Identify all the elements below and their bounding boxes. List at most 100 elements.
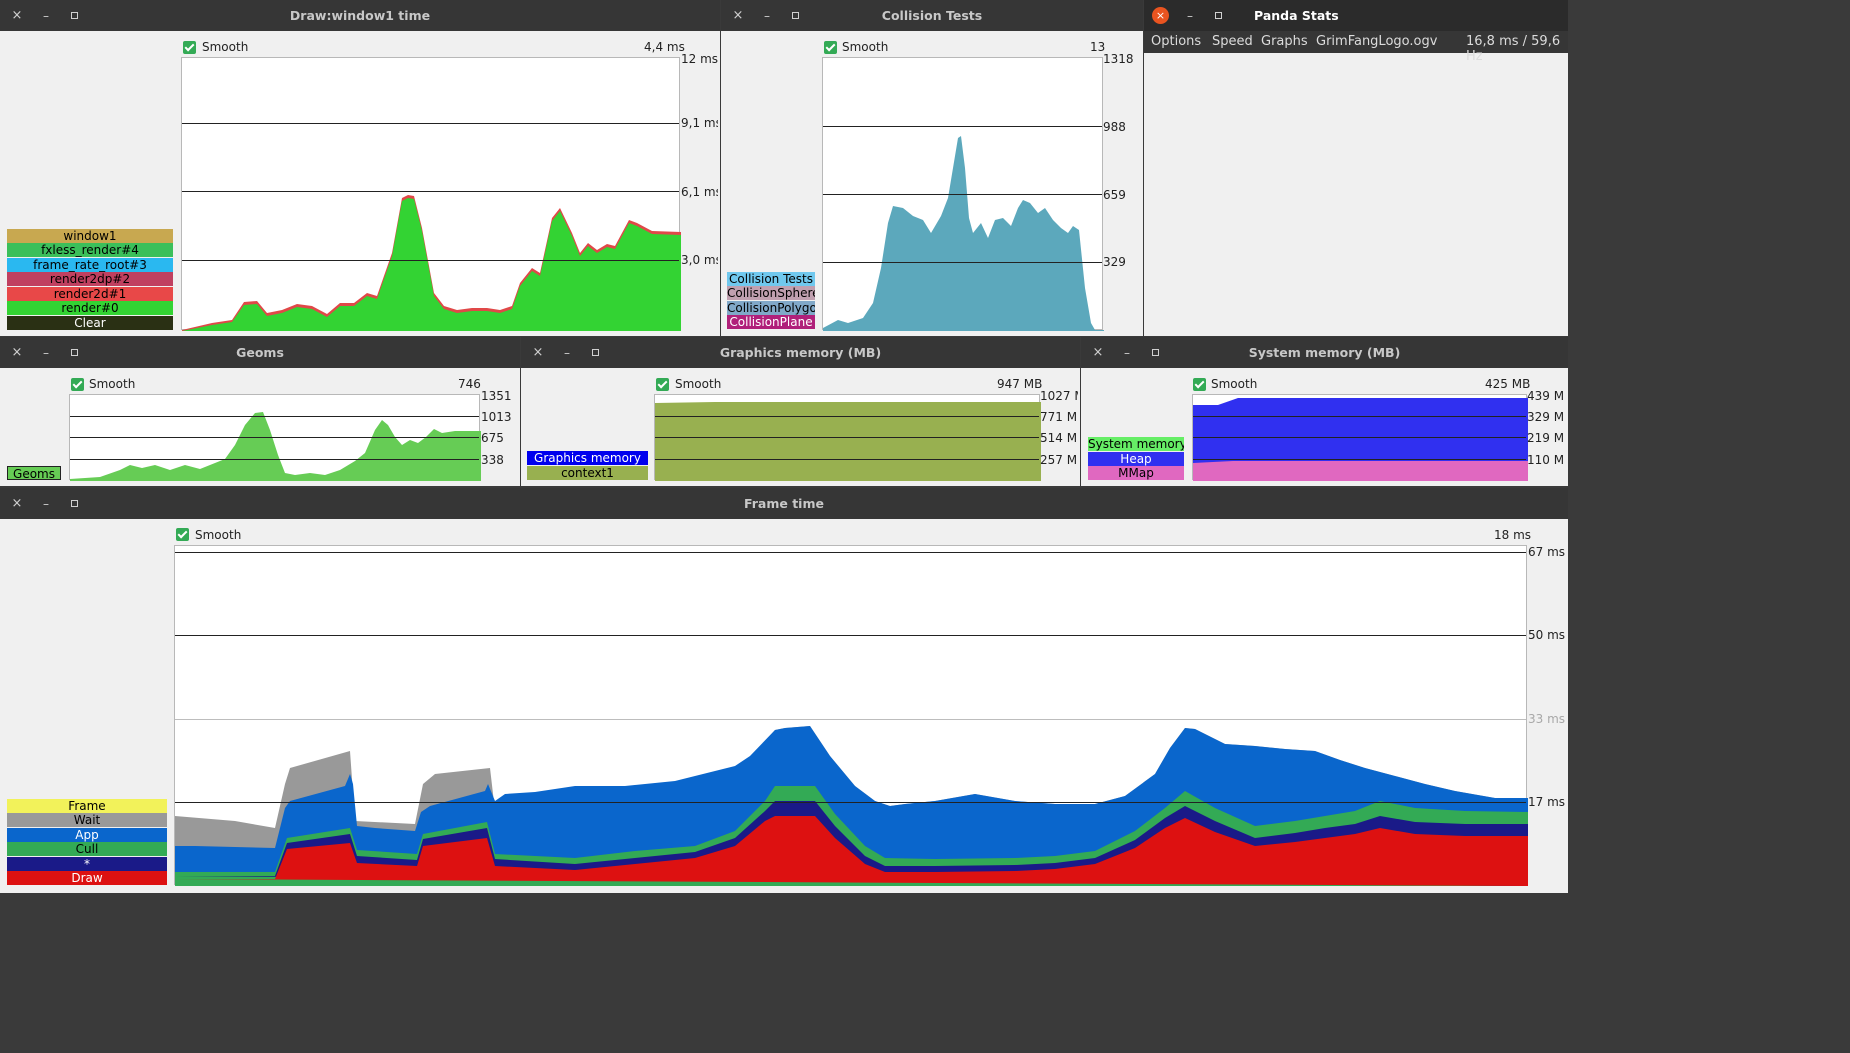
axis-label: 988 bbox=[1103, 120, 1126, 134]
smooth-label: Smooth bbox=[89, 377, 136, 391]
menu-video[interactable]: GrimFangLogo.ogv bbox=[1316, 34, 1438, 49]
grid-line bbox=[1193, 437, 1526, 438]
close-icon[interactable]: × bbox=[11, 496, 23, 511]
window-title: Frame time bbox=[744, 496, 824, 511]
smooth-label: Smooth bbox=[1211, 377, 1258, 391]
legend-item-render[interactable]: render#0 bbox=[7, 301, 173, 315]
menu-speed[interactable]: Speed bbox=[1212, 34, 1253, 49]
close-icon[interactable]: × bbox=[732, 8, 744, 23]
smooth-checkbox[interactable] bbox=[656, 378, 669, 391]
close-icon[interactable]: × bbox=[11, 8, 23, 23]
axis-label: 17 ms bbox=[1528, 795, 1566, 809]
close-icon[interactable]: × bbox=[532, 345, 544, 360]
legend-item-graphics-memory[interactable]: Graphics memory bbox=[527, 451, 648, 465]
axis-label: 219 M bbox=[1527, 431, 1565, 445]
close-icon[interactable]: × bbox=[1092, 345, 1104, 360]
legend-item-render2d[interactable]: render2d#1 bbox=[7, 287, 173, 301]
smooth-checkbox[interactable] bbox=[71, 378, 84, 391]
legend-item-window1[interactable]: window1 bbox=[7, 229, 173, 243]
legend-item-collision-plane[interactable]: CollisionPlane bbox=[727, 315, 815, 329]
legend-item-clear[interactable]: Clear bbox=[7, 316, 173, 330]
grid-line bbox=[655, 416, 1039, 417]
legend-item-other[interactable]: * bbox=[7, 857, 167, 871]
axis-label: 659 bbox=[1103, 188, 1126, 202]
maximize-icon[interactable] bbox=[1145, 343, 1165, 363]
title-bar[interactable]: × – System memory (MB) bbox=[1081, 337, 1568, 368]
geoms-graph: × – Geoms Geoms Smooth 746 1351 1013 675… bbox=[0, 337, 520, 486]
maximize-icon[interactable] bbox=[785, 6, 805, 26]
legend-item-context1[interactable]: context1 bbox=[527, 466, 648, 480]
title-bar[interactable]: × – Draw:window1 time bbox=[0, 0, 720, 31]
axis-label: 12 ms bbox=[681, 52, 718, 66]
grid-line bbox=[182, 260, 679, 261]
minimize-icon[interactable]: – bbox=[43, 9, 49, 23]
minimize-icon[interactable]: – bbox=[1124, 346, 1130, 360]
legend-item-cull[interactable]: Cull bbox=[7, 842, 167, 856]
legend-item-collision-polygon[interactable]: CollisionPolygon bbox=[727, 301, 815, 315]
window-title: Geoms bbox=[236, 345, 284, 360]
current-value: 746 bbox=[458, 377, 481, 391]
maximize-icon[interactable] bbox=[64, 6, 84, 26]
grid-line bbox=[175, 552, 1526, 553]
smooth-checkbox[interactable] bbox=[183, 41, 196, 54]
smooth-checkbox[interactable] bbox=[824, 41, 837, 54]
grid-line bbox=[70, 416, 479, 417]
legend-item-app[interactable]: App bbox=[7, 828, 167, 842]
plot-area bbox=[69, 394, 481, 481]
axis-label: 439 M bbox=[1527, 389, 1565, 403]
legend-item-fxless-render[interactable]: fxless_render#4 bbox=[7, 243, 173, 257]
grid-line bbox=[175, 635, 1526, 636]
legend-item-frame-rate-root[interactable]: frame_rate_root#3 bbox=[7, 258, 173, 272]
legend-item-heap[interactable]: Heap bbox=[1088, 452, 1184, 466]
minimize-icon[interactable]: – bbox=[564, 346, 570, 360]
title-bar[interactable]: × – Geoms bbox=[0, 337, 520, 368]
legend-item-mmap[interactable]: MMap bbox=[1088, 466, 1184, 480]
close-icon[interactable]: × bbox=[1152, 7, 1169, 24]
title-bar[interactable]: × – Collision Tests bbox=[721, 0, 1143, 31]
axis-label: 1013 bbox=[481, 410, 512, 424]
title-bar[interactable]: × – Graphics memory (MB) bbox=[521, 337, 1080, 368]
minimize-icon[interactable]: – bbox=[43, 497, 49, 511]
axis-label: 257 M bbox=[1040, 453, 1078, 467]
legend-item-render2dp[interactable]: render2dp#2 bbox=[7, 272, 173, 286]
minimize-icon[interactable]: – bbox=[1187, 9, 1193, 23]
plot-area bbox=[1192, 394, 1528, 481]
maximize-icon[interactable] bbox=[64, 494, 84, 514]
grid-line bbox=[182, 191, 679, 192]
window-title: Panda Stats bbox=[1254, 8, 1339, 23]
menu-graphs[interactable]: Graphs bbox=[1261, 34, 1308, 49]
grid-line bbox=[823, 194, 1102, 195]
maximize-icon[interactable] bbox=[1208, 6, 1228, 26]
plot-area bbox=[181, 57, 681, 331]
maximize-icon[interactable] bbox=[585, 343, 605, 363]
current-value: 947 MB bbox=[997, 377, 1043, 391]
axis-label: 1318 bbox=[1103, 52, 1134, 66]
title-bar[interactable]: × – Panda Stats bbox=[1144, 0, 1568, 31]
axis-label: 67 ms bbox=[1528, 545, 1566, 559]
frame-time-graph: × – Frame time Frame Wait App Cull * Dra… bbox=[0, 488, 1568, 893]
axis-label: 675 bbox=[481, 431, 504, 445]
legend-item-frame[interactable]: Frame bbox=[7, 799, 167, 813]
legend-item-system-memory[interactable]: System memory bbox=[1088, 437, 1184, 451]
window-title: Collision Tests bbox=[881, 8, 983, 23]
legend-item-wait[interactable]: Wait bbox=[7, 813, 167, 827]
minimize-icon[interactable]: – bbox=[43, 346, 49, 360]
grid-line bbox=[655, 437, 1039, 438]
current-value: 425 MB bbox=[1485, 377, 1531, 391]
smooth-label: Smooth bbox=[202, 40, 249, 54]
menu-options[interactable]: Options bbox=[1151, 34, 1202, 49]
close-icon[interactable]: × bbox=[11, 345, 23, 360]
axis-label: 3,0 ms bbox=[681, 253, 718, 267]
legend-item-collision-tests[interactable]: Collision Tests bbox=[727, 272, 815, 286]
axis-label: 1027 M bbox=[1040, 389, 1078, 403]
minimize-icon[interactable]: – bbox=[764, 9, 770, 23]
smooth-checkbox[interactable] bbox=[1193, 378, 1206, 391]
window-title: Graphics memory (MB) bbox=[719, 345, 882, 360]
smooth-checkbox[interactable] bbox=[176, 528, 189, 541]
maximize-icon[interactable] bbox=[64, 343, 84, 363]
title-bar[interactable]: × – Frame time bbox=[0, 488, 1568, 519]
axis-label: 9,1 ms bbox=[681, 116, 718, 130]
legend-item-draw[interactable]: Draw bbox=[7, 871, 167, 885]
legend-item-geoms[interactable]: Geoms bbox=[7, 466, 61, 480]
legend-item-collision-sphere[interactable]: CollisionSphere bbox=[727, 286, 815, 300]
